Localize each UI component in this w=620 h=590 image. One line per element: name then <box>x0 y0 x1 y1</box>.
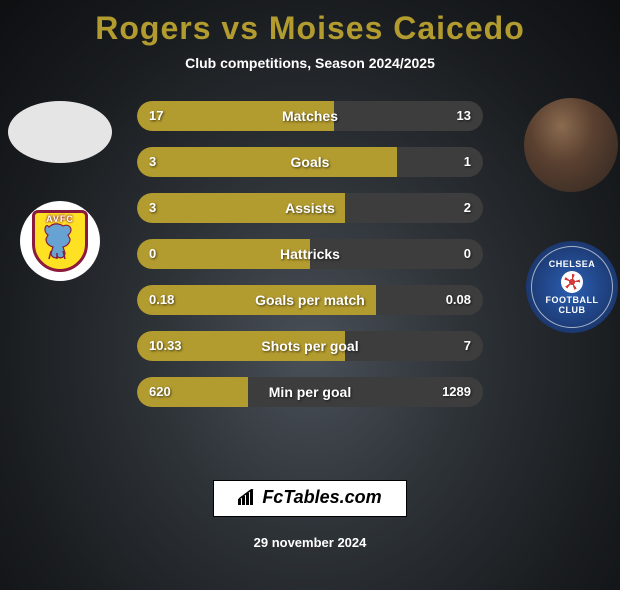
stat-value-right: 1289 <box>442 377 471 407</box>
stat-value-right: 7 <box>464 331 471 361</box>
player2-club-name-top: CHELSEA <box>549 259 596 269</box>
stat-value-right: 0.08 <box>446 285 471 315</box>
main-area: AVFC CHELSEA FOOTBALL CLUB 17 Matches 13… <box>0 101 620 431</box>
stats-column: 17 Matches 13 3 Goals 1 3 Assists 2 0 Ha… <box>137 101 483 423</box>
chelsea-badge-ring: CHELSEA FOOTBALL CLUB <box>531 246 613 328</box>
site-name: FcTables.com <box>262 487 381 507</box>
stat-value-right: 13 <box>457 101 471 131</box>
stat-row: 3 Assists 2 <box>137 193 483 223</box>
chelsea-ball-icon <box>561 271 583 293</box>
footer: FcTables.com 29 november 2024 <box>0 480 620 550</box>
player1-club-code: AVFC <box>35 214 85 224</box>
stat-label: Shots per goal <box>137 331 483 361</box>
player2-club-badge: CHELSEA FOOTBALL CLUB <box>526 241 618 333</box>
stat-row: 0.18 Goals per match 0.08 <box>137 285 483 315</box>
fctables-badge: FcTables.com <box>213 480 406 517</box>
stat-row: 17 Matches 13 <box>137 101 483 131</box>
player1-club-badge: AVFC <box>20 201 100 281</box>
stat-row: 620 Min per goal 1289 <box>137 377 483 407</box>
title-player1: Rogers <box>95 10 211 46</box>
stat-label: Assists <box>137 193 483 223</box>
player1-avatar <box>8 101 112 163</box>
stat-label: Goals <box>137 147 483 177</box>
player2-club-name-bottom: FOOTBALL CLUB <box>532 295 612 315</box>
footer-date: 29 november 2024 <box>0 535 620 550</box>
stat-label: Min per goal <box>137 377 483 407</box>
stat-label: Matches <box>137 101 483 131</box>
title-player2: Moises Caicedo <box>269 10 525 46</box>
subtitle: Club competitions, Season 2024/2025 <box>0 55 620 71</box>
avfc-shield-icon: AVFC <box>32 210 88 272</box>
stat-label: Goals per match <box>137 285 483 315</box>
stat-value-right: 2 <box>464 193 471 223</box>
bar-chart-icon <box>238 489 258 510</box>
stat-row: 10.33 Shots per goal 7 <box>137 331 483 361</box>
stat-row: 0 Hattricks 0 <box>137 239 483 269</box>
stat-value-right: 1 <box>464 147 471 177</box>
stat-row: 3 Goals 1 <box>137 147 483 177</box>
lion-icon <box>43 221 77 261</box>
stat-value-right: 0 <box>464 239 471 269</box>
title-vs: vs <box>221 10 259 46</box>
player2-avatar <box>524 98 618 192</box>
stat-label: Hattricks <box>137 239 483 269</box>
comparison-title: Rogers vs Moises Caicedo <box>0 10 620 47</box>
